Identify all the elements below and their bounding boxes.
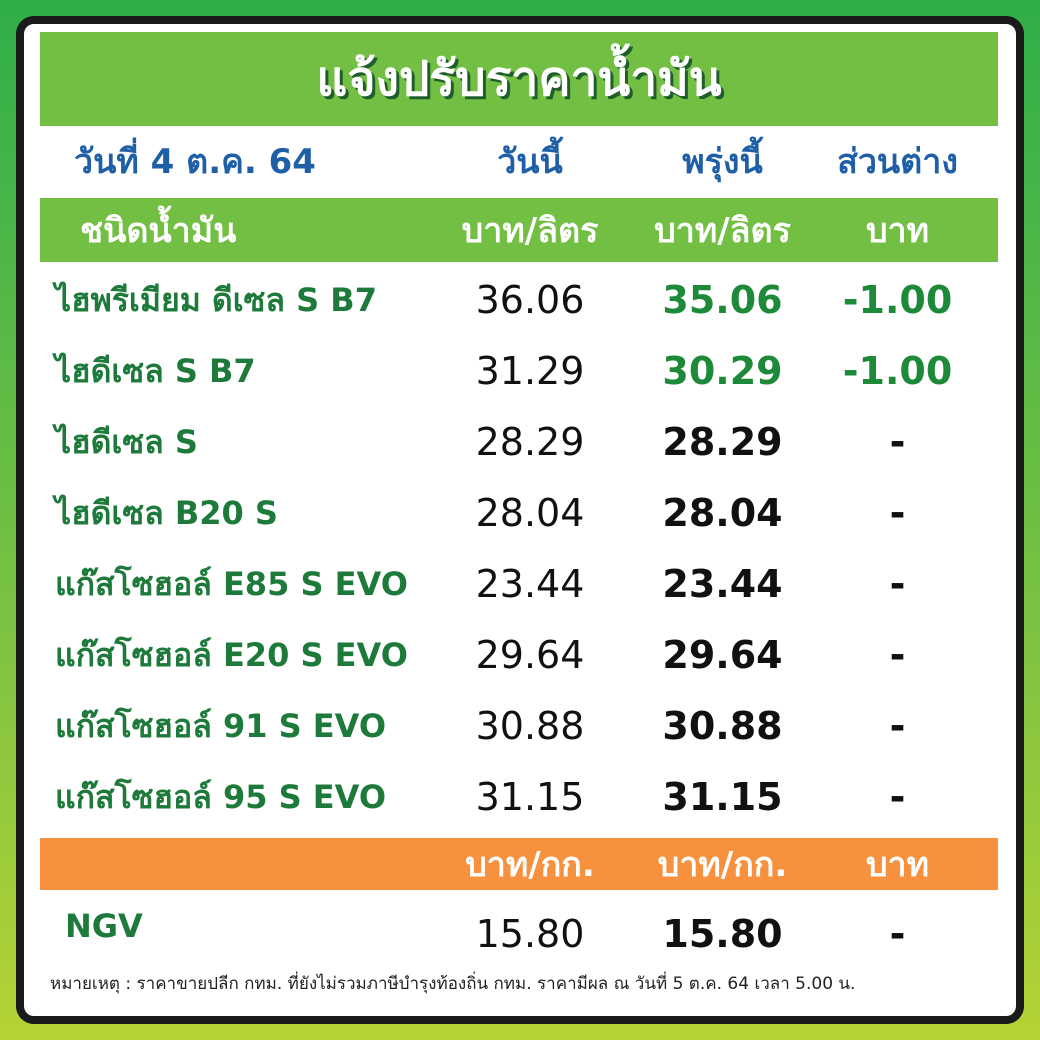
name-cell: แก๊สโซฮอล์ E85 S EVO [55, 564, 408, 603]
today-cell: 28.04 [475, 491, 585, 535]
name-cell: แก๊สโซฮอล์ E20 S EVO [55, 635, 408, 674]
name-cell: ไฮดีเซล S B7 [55, 351, 256, 390]
tom-cell: 23.44 [662, 562, 783, 606]
note: หมายเหตุ : ราคาขายปลีก กทม. ที่ยังไม่รวม… [50, 974, 856, 994]
today-cell: 30.88 [475, 704, 585, 748]
tom-cell: 28.29 [662, 420, 783, 464]
diff-cell: - [889, 633, 906, 677]
blue-cell: วันนี้ [497, 142, 563, 182]
tom-cell: 29.64 [662, 633, 783, 677]
wh-cell: บาท/ลิตร [461, 211, 599, 251]
name-cell: แก๊สโซฮอล์ 95 S EVO [55, 777, 387, 816]
blue-cell: ส่วนต่าง [837, 142, 958, 182]
blue-cell: พรุ่งนี้ [682, 142, 763, 182]
title: แจ้งปรับราคาน้ำมัน [316, 51, 722, 107]
wh-cell: ชนิดน้ำมัน [80, 211, 237, 251]
wh-cell: บาท/ลิตร [654, 211, 791, 251]
today-cell: 28.29 [475, 420, 585, 464]
name-cell: ไฮพรีเมียม ดีเซล S B7 [55, 280, 377, 319]
today-cell: 23.44 [475, 562, 585, 606]
tom-cell: 28.04 [662, 491, 783, 535]
tom-cell: 35.06 [662, 278, 783, 322]
today-cell: 29.64 [475, 633, 585, 677]
table-body-2: NGV 15.80 15.80 - [40, 890, 998, 968]
today-cell: 15.80 [475, 912, 585, 956]
tom-cell: 30.88 [662, 704, 783, 748]
wh-cell: บาท/กก. [657, 845, 788, 885]
diff-cell: - [889, 912, 906, 956]
diff-cell: - [889, 420, 906, 464]
units-row: ชนิดน้ำมัน บาท/ลิตร บาท/ลิตร บาท [40, 198, 998, 262]
tom-cell: 30.29 [662, 349, 783, 393]
diff-cell: - [889, 562, 906, 606]
title-bar: แจ้งปรับราคาน้ำมัน [40, 32, 998, 126]
diff-cell: -1.00 [842, 349, 953, 393]
wh-cell: บาท [865, 211, 930, 251]
tom-cell: 15.80 [662, 912, 783, 956]
name-cell: ไฮดีเซล B20 S [55, 493, 278, 532]
today-cell: 31.15 [475, 775, 585, 819]
name-cell: แก๊สโซฮอล์ 91 S EVO [55, 706, 387, 745]
name-cell: NGV [65, 907, 143, 945]
diff-cell: - [889, 704, 906, 748]
units-row-2: บาท/กก. บาท/กก. บาท [40, 838, 998, 890]
blue-cell: วันที่ 4 ต.ค. 64 [74, 142, 316, 182]
diff-cell: - [889, 775, 906, 819]
name-cell: ไฮดีเซล S [55, 422, 198, 461]
diff-cell: -1.00 [842, 278, 953, 322]
table-body: ไฮพรีเมียม ดีเซล S B7 36.06 35.06 -1.00 ไฮดี… [40, 262, 998, 838]
header-row: วันที่ 4 ต.ค. 64 วันนี้ พรุ่งนี้ ส่วนต่าง [40, 126, 998, 196]
wh-cell: บาท/กก. [465, 845, 595, 885]
tom-cell: 31.15 [662, 775, 783, 819]
diff-cell: - [889, 491, 906, 535]
today-cell: 31.29 [475, 349, 585, 393]
wh-cell: บาท [865, 845, 930, 885]
today-cell: 36.06 [475, 278, 585, 322]
